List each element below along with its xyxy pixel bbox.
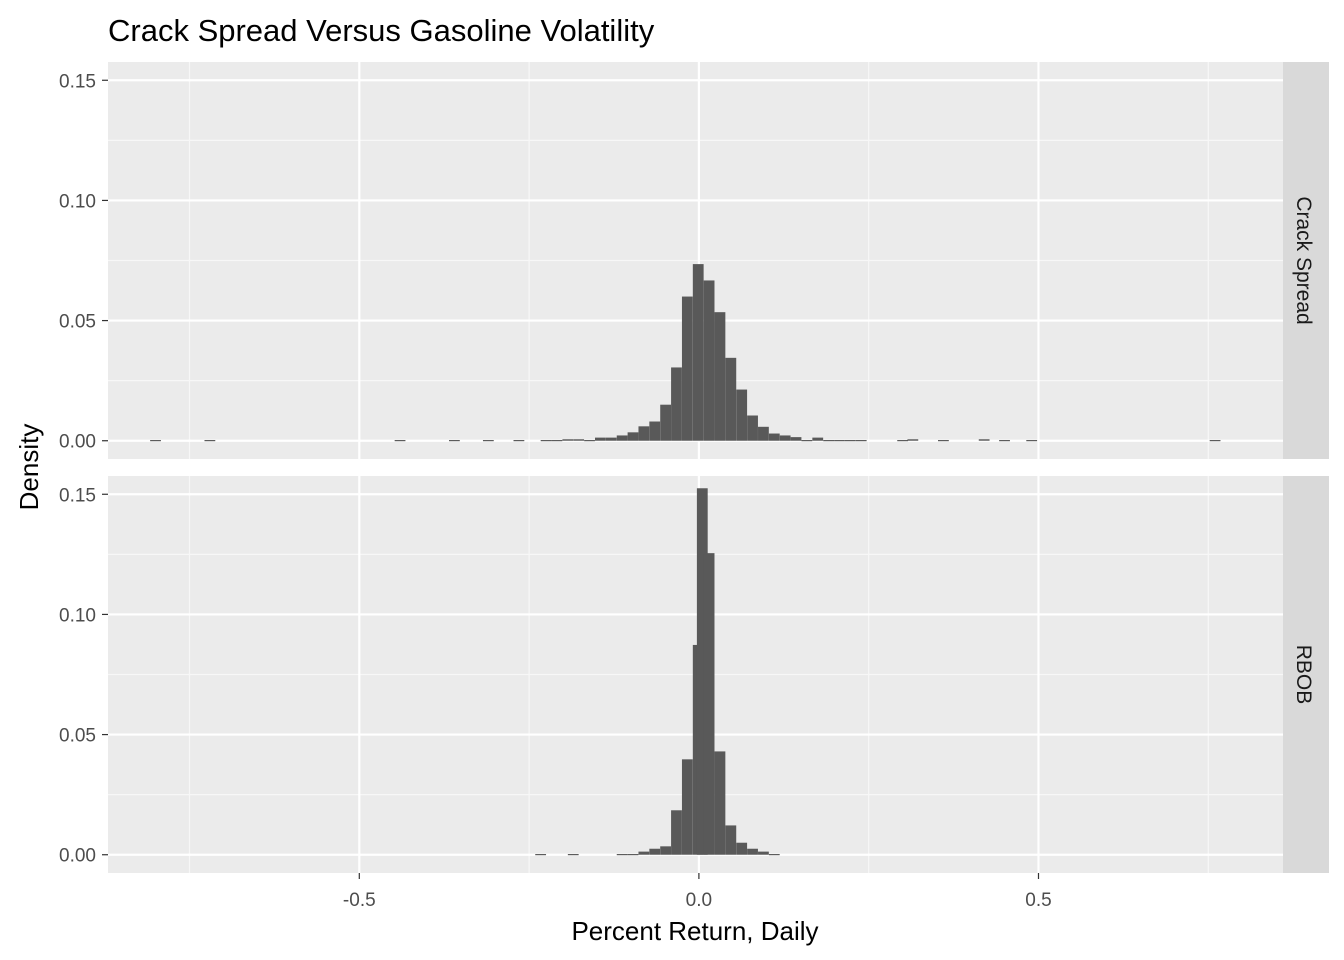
panel-crack-spread-strip-label: Crack Spread <box>1292 196 1315 324</box>
histogram-bar <box>897 440 909 442</box>
histogram-bar <box>747 848 758 855</box>
panel-rbob-y-axis: 0.00 0.05 0.10 0.15 <box>59 485 108 867</box>
histogram-bar <box>907 439 919 441</box>
histogram-bar <box>725 357 737 441</box>
histogram-bar <box>627 432 639 441</box>
y-tick-label: 0.15 <box>59 485 96 506</box>
histogram-bar <box>736 842 748 855</box>
panel-crack-spread-minor-grid <box>108 62 1283 459</box>
histogram-bar <box>681 296 693 441</box>
histogram-bar <box>779 435 791 441</box>
panel-rbob-strip-label: RBOB <box>1292 645 1315 705</box>
panel-rbob: 0.00 0.05 0.10 0.15 RBOB <box>59 476 1329 873</box>
histogram-bar <box>938 440 949 442</box>
histogram-bar <box>204 440 216 442</box>
histogram-bar <box>562 439 574 441</box>
histogram-bar <box>768 433 780 441</box>
y-tick-label: 0.10 <box>59 605 96 626</box>
histogram-bar <box>535 854 547 856</box>
histogram-bar <box>823 440 835 442</box>
histogram-bar <box>844 440 856 442</box>
histogram-bar <box>758 851 769 855</box>
x-tick-label: 0.0 <box>686 890 712 911</box>
histogram-bar <box>1026 440 1038 442</box>
histogram-bar <box>834 440 845 442</box>
histogram-bar <box>801 440 813 442</box>
histogram-bar <box>671 367 682 441</box>
panel-rbob-strip <box>1283 476 1329 873</box>
histogram-bar <box>150 440 161 442</box>
histogram-bar <box>790 437 802 441</box>
histogram-bar <box>714 312 726 441</box>
y-tick-label: 0.05 <box>59 726 96 747</box>
histogram-bar <box>649 848 661 855</box>
histogram-bar <box>999 440 1010 442</box>
histogram-bar <box>482 440 494 442</box>
y-tick-label: 0.00 <box>59 432 96 453</box>
histogram-bar <box>736 389 748 441</box>
histogram-bar <box>660 404 672 441</box>
y-tick-label: 0.05 <box>59 312 96 333</box>
panel-crack-spread-y-axis: 0.00 0.05 0.10 0.15 <box>59 71 108 453</box>
x-axis-title: Percent Return, Daily <box>571 916 818 946</box>
histogram-bar <box>627 854 639 856</box>
panel-crack-spread-major-grid <box>108 62 1283 459</box>
y-axis-title: Density <box>14 424 44 511</box>
histogram-bar <box>812 437 824 441</box>
histogram-bar <box>638 851 650 855</box>
histogram-bar <box>567 854 579 856</box>
histogram-bar <box>768 854 780 856</box>
histogram-bar <box>681 759 693 855</box>
histogram-bar <box>638 426 650 441</box>
x-tick-label: 0.5 <box>1025 890 1051 911</box>
histogram-bar <box>758 426 769 441</box>
histogram-bar <box>692 264 704 441</box>
histogram-bar <box>595 437 606 441</box>
histogram-bar <box>551 440 563 442</box>
panel-crack-spread: 0.00 0.05 0.10 0.15 Crack Spread <box>59 62 1329 459</box>
histogram-bar <box>978 439 990 441</box>
histogram-bar <box>540 440 552 442</box>
histogram-bar <box>448 440 460 442</box>
histogram-bar <box>747 415 758 441</box>
y-tick-label: 0.15 <box>59 71 96 92</box>
x-axis: -0.5 0.0 0.5 <box>343 873 1052 911</box>
histogram-bar <box>660 846 672 855</box>
histogram-bar <box>671 810 682 855</box>
x-tick-label: -0.5 <box>343 890 376 911</box>
histogram-bar <box>649 421 661 441</box>
histogram-bar <box>573 439 585 441</box>
panel-crack-spread-strip <box>1283 62 1329 459</box>
histogram-bar <box>703 280 715 441</box>
histogram-bar <box>513 440 525 442</box>
panel-rbob-bars <box>535 488 780 856</box>
histogram-bar <box>855 440 867 442</box>
panel-crack-spread-bars <box>150 264 1221 442</box>
plot-title: Crack Spread Versus Gasoline Volatility <box>108 13 655 48</box>
histogram-bar <box>1209 440 1221 442</box>
histogram-bar <box>605 437 617 441</box>
histogram-bar <box>714 751 726 855</box>
histogram-bar <box>616 435 628 441</box>
y-tick-label: 0.10 <box>59 191 96 212</box>
histogram-bar <box>616 854 628 856</box>
histogram-bar <box>584 440 595 442</box>
histogram-bar <box>703 553 715 855</box>
histogram-bar <box>394 440 406 442</box>
histogram-bar <box>725 825 737 855</box>
y-tick-label: 0.00 <box>59 846 96 867</box>
histogram-bar <box>696 488 708 855</box>
